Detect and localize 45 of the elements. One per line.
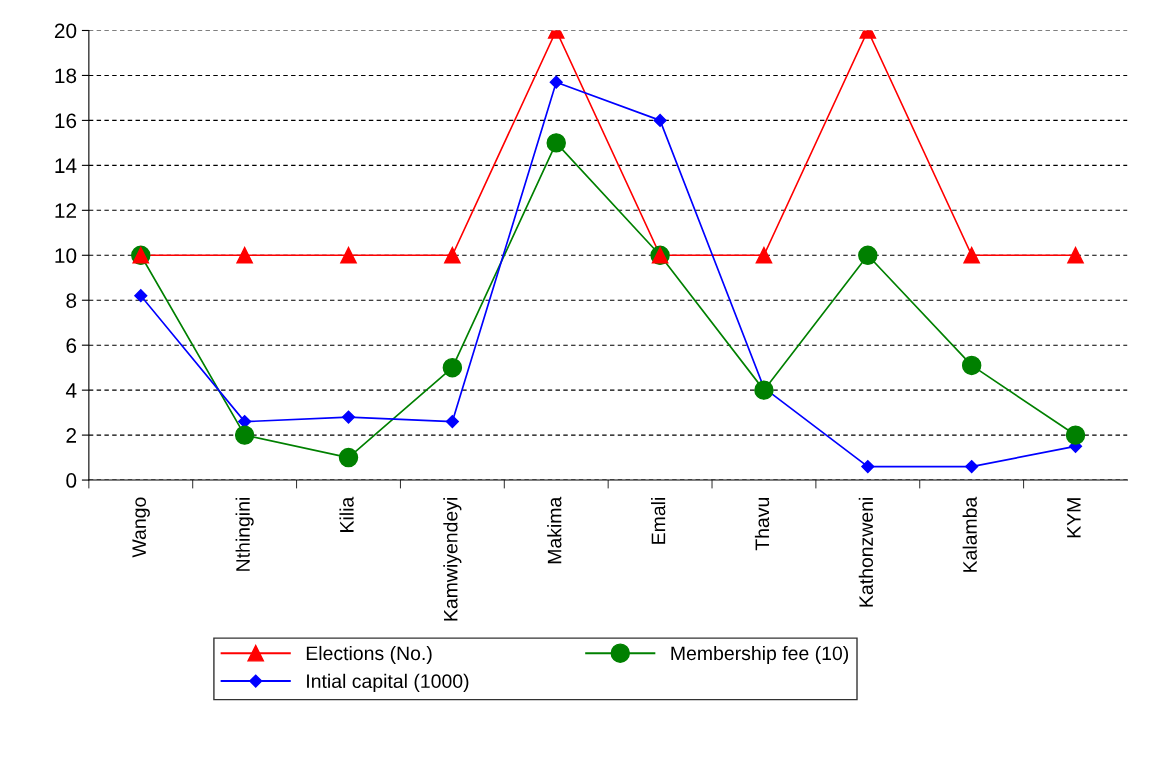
x-tick-label: Nthingini bbox=[235, 498, 254, 571]
point bbox=[134, 289, 148, 303]
x-tick-label: Kamwiyendeyi bbox=[443, 498, 462, 621]
legend-label: Intial capital (1000) bbox=[307, 673, 469, 692]
point bbox=[442, 357, 463, 378]
point bbox=[653, 113, 667, 127]
x-tick-label: Makima bbox=[547, 496, 562, 564]
point bbox=[234, 425, 255, 445]
point bbox=[549, 75, 563, 89]
x-tick-label: Kilia bbox=[339, 496, 354, 532]
y-tick-label: 18 bbox=[55, 68, 77, 84]
point bbox=[236, 246, 253, 264]
x-tick-label: Thavu bbox=[754, 498, 770, 551]
y-tick-label: 14 bbox=[55, 158, 77, 173]
point bbox=[444, 246, 461, 264]
x-tick-label: Wango bbox=[132, 497, 150, 558]
point bbox=[858, 245, 878, 265]
point bbox=[754, 380, 774, 400]
y-tick-label: 4 bbox=[65, 383, 77, 398]
x-tick-label: Kathonzweni bbox=[858, 498, 874, 607]
x-tick-label: Emali bbox=[651, 498, 666, 544]
point bbox=[755, 246, 773, 264]
point bbox=[546, 133, 566, 153]
legend-label: Membership fee (10) bbox=[671, 645, 849, 665]
point bbox=[861, 459, 875, 474]
y-tick-label: 6 bbox=[66, 338, 77, 353]
x-tick-label: KYM bbox=[1067, 498, 1081, 538]
point bbox=[965, 459, 979, 474]
y-tick-label: 12 bbox=[55, 203, 77, 218]
point bbox=[1067, 246, 1084, 264]
point bbox=[963, 246, 981, 264]
point bbox=[961, 355, 982, 376]
y-tick-label: 16 bbox=[55, 113, 77, 129]
legend-label: Elections (No.) bbox=[306, 645, 432, 665]
y-tick-label: 20 bbox=[54, 23, 77, 39]
point bbox=[338, 447, 359, 468]
y-tick-label: 8 bbox=[66, 293, 77, 308]
point bbox=[341, 410, 356, 424]
point bbox=[1065, 425, 1086, 445]
y-tick-label: 0 bbox=[66, 473, 77, 488]
y-tick-label: 10 bbox=[55, 248, 77, 264]
point bbox=[445, 415, 459, 429]
y-tick-label: 2 bbox=[66, 428, 77, 443]
x-tick-label: Kalamba bbox=[962, 496, 977, 572]
point bbox=[340, 246, 357, 264]
